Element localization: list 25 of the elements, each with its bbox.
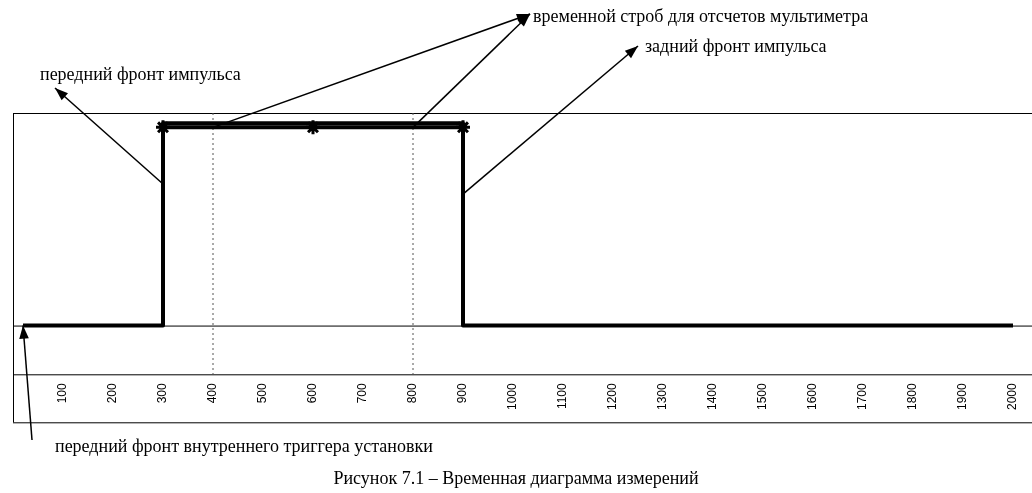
x-tick-label: 300 <box>155 382 170 404</box>
x-tick-label: 700 <box>355 382 370 404</box>
text: Рисунок 7.1 – Временная диаграмма измерений <box>333 468 699 488</box>
annotation: временной строб для отсчетов мультиметра <box>533 6 869 26</box>
x-tick-label: 200 <box>105 382 120 404</box>
x-tick-label: 2000 <box>1005 382 1020 411</box>
annotation: задний фронт импульса <box>645 36 827 56</box>
x-tick-label: 100 <box>55 382 70 404</box>
x-tick-label: 1000 <box>505 382 520 411</box>
x-tick-label: 1600 <box>805 382 820 411</box>
x-tick-label: 1800 <box>905 382 920 411</box>
x-tick-label: 500 <box>255 382 270 404</box>
x-tick-label: 1500 <box>755 382 770 411</box>
x-tick-label: 900 <box>455 382 470 404</box>
x-tick-label: 1200 <box>605 382 620 411</box>
x-tick-label: 1300 <box>655 382 670 411</box>
x-tick-label: 600 <box>305 382 320 404</box>
x-tick-label: 1400 <box>705 382 720 411</box>
x-tick-label: 1100 <box>555 382 570 410</box>
x-tick-label: 1700 <box>855 382 870 411</box>
x-tick-label: 800 <box>405 382 420 404</box>
x-tick-label: 400 <box>205 382 220 404</box>
annotation: передний фронт внутреннего триггера установки <box>55 436 434 456</box>
annotation: передний фронт импульса <box>40 64 241 84</box>
x-tick-label: 1900 <box>955 382 970 411</box>
